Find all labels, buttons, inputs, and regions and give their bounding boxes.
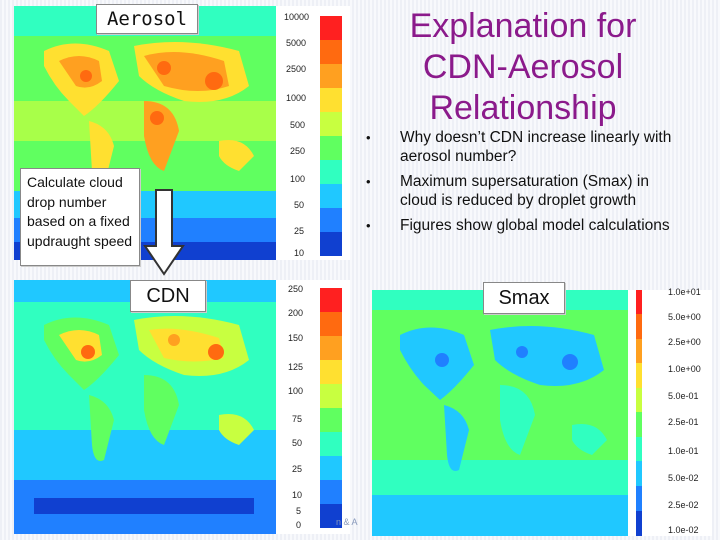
aerosol-tick-label: 1000 (286, 93, 307, 103)
aerosol-label: Aerosol (96, 4, 198, 34)
aerosol-tick-label: 50 (294, 200, 305, 210)
cdn-label: CDN (130, 280, 206, 312)
aerosol-tick-label: 500 (290, 120, 306, 130)
smax-tick-label: 2.5e-01 (668, 417, 699, 427)
bullet-dot-icon: • (366, 130, 371, 145)
cdn-tick-label: 5 (296, 506, 302, 516)
cdn-tick-label: 50 (292, 438, 303, 448)
cdn-tick-label: 25 (292, 464, 303, 474)
smax-tick-label: 2.5e+00 (668, 337, 701, 347)
aerosol-tick-label: 2500 (286, 64, 307, 74)
bullet-text: Figures show global model calculations (400, 217, 670, 234)
smax-tick-label: 2.5e-02 (668, 500, 699, 510)
smax-tick-label: 1.0e+01 (668, 287, 701, 297)
bullet-dot-icon: • (366, 218, 371, 233)
bullet-text: Why doesn’t CDN increase linearly with a… (400, 129, 672, 165)
aerosol-colorbar (320, 16, 342, 256)
cdn-tick-label: 250 (288, 284, 304, 294)
cdn-tick-label: 100 (288, 386, 304, 396)
bullet-item: • Figures show global model calculations (360, 216, 680, 235)
aerosol-tick-label: 250 (290, 146, 306, 156)
bullet-item: • Why doesn’t CDN increase linearly with… (360, 128, 680, 166)
smax-tick-label: 5.0e+00 (668, 312, 701, 322)
smax-tick-label: 5.0e-01 (668, 391, 699, 401)
aerosol-tick-label: 10 (294, 248, 305, 258)
smax-tick-label: 1.0e+00 (668, 364, 701, 374)
bullet-item: • Maximum supersaturation (Smax) in clou… (360, 172, 680, 210)
cdn-colorbar (320, 288, 342, 528)
smax-world-map (372, 290, 628, 536)
cdn-map-panel: 250 200 150 125 100 75 50 25 10 5 0 (14, 280, 350, 534)
footer-text: n & A (336, 517, 358, 527)
bullet-list: • Why doesn’t CDN increase linearly with… (360, 128, 680, 241)
smax-label: Smax (483, 282, 565, 314)
aerosol-tick-label: 100 (290, 174, 306, 184)
slide-title: Explanation for CDN-Aerosol Relationship (409, 7, 637, 127)
cdn-tick-label: 10 (292, 490, 303, 500)
down-arrow-icon (143, 189, 185, 276)
cdn-tick-label: 200 (288, 308, 304, 318)
cdn-tick-label: 125 (288, 362, 304, 372)
bullet-dot-icon: • (366, 174, 371, 189)
aerosol-tick-label: 10000 (284, 12, 310, 22)
smax-map-panel: 1.0e+01 5.0e+00 2.5e+00 1.0e+00 5.0e-01 … (372, 287, 712, 536)
cdn-tick-label: 75 (292, 414, 303, 424)
bullet-text: Maximum supersaturation (Smax) in cloud … (400, 173, 649, 209)
calc-note-label: Calculate cloud drop number based on a f… (20, 168, 140, 266)
cdn-world-map (14, 280, 276, 534)
aerosol-tick-label: 5000 (286, 38, 307, 48)
cdn-tick-label: 150 (288, 333, 304, 343)
smax-tick-label: 1.0e-02 (668, 525, 699, 535)
aerosol-tick-label: 25 (294, 226, 305, 236)
cdn-tick-label: 0 (296, 520, 302, 530)
smax-tick-label: 1.0e-01 (668, 446, 699, 456)
smax-colorbar (636, 290, 642, 536)
smax-tick-label: 5.0e-02 (668, 473, 699, 483)
